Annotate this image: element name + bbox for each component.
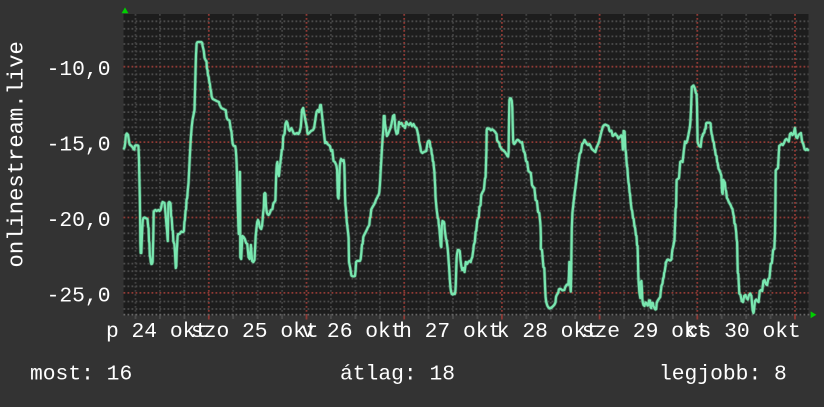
svg-text:-20,0: -20,0 bbox=[47, 209, 111, 233]
svg-text:k 28 okt: k 28 okt bbox=[497, 320, 599, 344]
svg-text:v 26 okt: v 26 okt bbox=[301, 320, 403, 344]
svg-text:átlag: 18: átlag: 18 bbox=[340, 362, 455, 386]
svg-text:-10,0: -10,0 bbox=[47, 58, 111, 82]
svg-text:h 27 okt: h 27 okt bbox=[399, 320, 501, 344]
svg-text:-25,0: -25,0 bbox=[47, 284, 111, 308]
svg-text:legjobb: 8: legjobb: 8 bbox=[659, 362, 787, 386]
svg-text:-15,0: -15,0 bbox=[47, 134, 111, 158]
svg-text:szo 25 okt: szo 25 okt bbox=[191, 320, 319, 344]
svg-text:cs 30 okt: cs 30 okt bbox=[686, 320, 801, 344]
svg-text:p 24 okt: p 24 okt bbox=[106, 320, 208, 344]
svg-text:sze 29 okt: sze 29 okt bbox=[582, 320, 710, 344]
svg-text:onlinestream.live: onlinestream.live bbox=[5, 41, 30, 267]
svg-text:most: 16: most: 16 bbox=[30, 362, 132, 386]
